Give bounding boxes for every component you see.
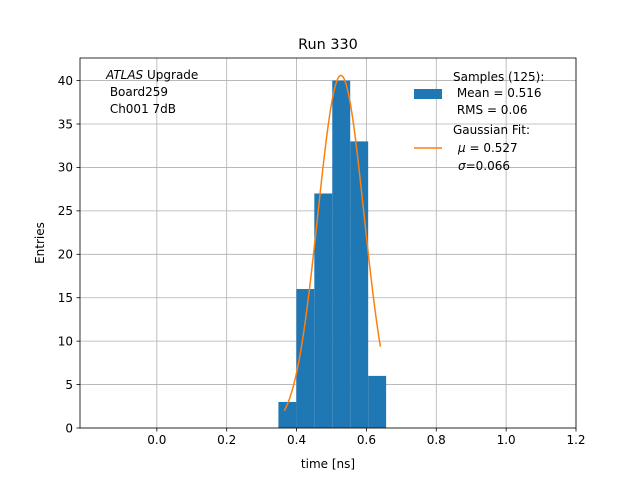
x-axis-label: time [ns]	[301, 457, 355, 471]
legend-samples-rms: RMS = 0.06	[453, 103, 528, 117]
x-tick-label: 0.8	[427, 433, 446, 447]
x-tick-label: 1.2	[566, 433, 585, 447]
gaussian-fit-curve	[283, 74, 382, 412]
legend-samples-mean: Mean = 0.516	[453, 86, 542, 100]
histogram-bar	[314, 193, 333, 428]
x-tick-label: 1.0	[497, 433, 516, 447]
legend-fit-sigma: σ=0.066	[458, 159, 510, 173]
annotation-line-1: ATLAS Upgrade	[105, 68, 198, 82]
x-tick-label: 0.0	[147, 433, 166, 447]
y-tick-label: 35	[58, 117, 73, 131]
y-axis-label: Entries	[33, 222, 47, 264]
x-axis-ticks: 0.0 0.2 0.4 0.6 0.8 1.0 1.2	[147, 428, 586, 447]
y-tick-label: 30	[58, 161, 73, 175]
annotation-upgrade: Upgrade	[143, 68, 198, 82]
annotation-line-2: Board259	[106, 85, 168, 99]
y-tick-label: 20	[58, 248, 73, 262]
annotation-line-3: Ch001 7dB	[106, 102, 176, 116]
legend-samples-swatch	[414, 89, 442, 99]
y-axis-ticks: 0 5 10 15 20 25 30 35 40	[58, 74, 80, 435]
legend-sigma-value: =0.066	[466, 159, 510, 173]
y-tick-label: 25	[58, 204, 73, 218]
y-tick-label: 40	[58, 74, 73, 88]
histogram-bar	[296, 289, 315, 428]
chart-title: Run 330	[298, 37, 358, 53]
y-tick-label: 10	[58, 334, 73, 348]
annotation-atlas-italic: ATLAS	[105, 68, 144, 82]
y-tick-label: 0	[65, 421, 73, 435]
histogram-bar	[332, 80, 351, 429]
gaussian-fit-layer	[283, 74, 382, 412]
y-tick-label: 15	[58, 291, 73, 305]
x-tick-label: 0.2	[217, 433, 236, 447]
y-tick-label: 5	[65, 378, 73, 392]
histogram-bar	[278, 401, 297, 428]
atlas-annotation: ATLAS Upgrade Board259 Ch001 7dB	[105, 68, 198, 116]
histogram-bar	[368, 375, 387, 428]
legend-sigma-symbol: σ	[458, 159, 466, 173]
legend-mu-value: = 0.527	[466, 141, 518, 155]
legend-samples-title: Samples (125):	[453, 70, 544, 84]
x-tick-label: 0.6	[357, 433, 376, 447]
legend-fit-mu: μ = 0.527	[457, 141, 518, 155]
legend: Samples (125): Mean = 0.516 RMS = 0.06 G…	[414, 70, 544, 173]
legend-mu-symbol: μ	[457, 141, 466, 155]
histogram-bar	[350, 141, 369, 428]
legend-fit-title: Gaussian Fit:	[453, 123, 530, 137]
plot-frame	[79, 57, 577, 429]
x-tick-label: 0.4	[287, 433, 306, 447]
